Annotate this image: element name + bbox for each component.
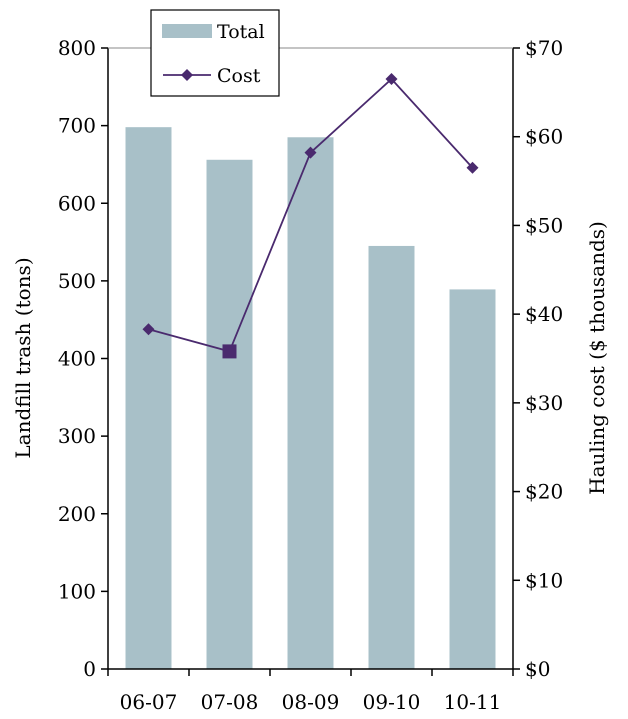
- cost-point-06-07: [142, 323, 155, 336]
- right-tick-label: $10: [525, 568, 563, 592]
- left-tick-label: 600: [58, 191, 96, 215]
- legend-total-label: Total: [217, 21, 265, 43]
- x-tick-label: 10-11: [444, 690, 502, 714]
- x-ticks: 06-07 07-08 08-09 09-10 10-11: [107, 669, 514, 714]
- bar-06-07: [125, 127, 172, 670]
- legend-cost-label: Cost: [217, 65, 261, 87]
- left-tick-label: 0: [83, 657, 96, 681]
- bar-10-11: [449, 289, 496, 669]
- left-tick-label: 200: [58, 502, 96, 526]
- left-tick-label: 300: [58, 424, 96, 448]
- left-tick-label: 500: [58, 269, 96, 293]
- x-tick-label: 08-09: [282, 690, 340, 714]
- cost-point-07-08: [222, 344, 237, 359]
- legend-total-swatch: [162, 24, 212, 38]
- right-tick-label: $60: [525, 125, 563, 149]
- left-tick-label: 100: [58, 579, 96, 603]
- right-tick-label: $30: [525, 391, 563, 415]
- legend: Total Cost: [150, 9, 280, 97]
- cost-point-08-09: [304, 146, 317, 159]
- cost-line-layer: [142, 73, 479, 359]
- x-tick-label: 07-08: [201, 690, 259, 714]
- right-tick-label: $50: [525, 213, 563, 237]
- right-axis-title: Hauling cost ($ thousands): [585, 221, 609, 495]
- left-tick-label: 800: [58, 36, 96, 60]
- right-tick-label: $40: [525, 302, 563, 326]
- bar-08-09: [287, 137, 334, 670]
- right-tick-label: $20: [525, 480, 563, 504]
- cost-point-09-10: [385, 73, 398, 86]
- left-tick-label: 700: [58, 114, 96, 138]
- legend-cost-marker: [181, 69, 193, 81]
- x-tick-label: 09-10: [363, 690, 421, 714]
- cost-point-10-11: [466, 161, 479, 174]
- left-tick-label: 400: [58, 347, 96, 371]
- x-tick-label: 06-07: [120, 690, 178, 714]
- right-tick-label: $70: [525, 36, 563, 60]
- bar-09-10: [368, 245, 415, 669]
- left-ticks: 0 100 200 300 400 500 600 700 800: [58, 36, 108, 681]
- bars-layer: [125, 127, 496, 670]
- right-ticks: $0 $10 $20 $30 $40 $50 $60 $70: [513, 36, 563, 681]
- left-axis-title: Landfill trash (tons): [11, 257, 35, 458]
- right-tick-label: $0: [525, 657, 550, 681]
- bar-07-08: [206, 159, 253, 669]
